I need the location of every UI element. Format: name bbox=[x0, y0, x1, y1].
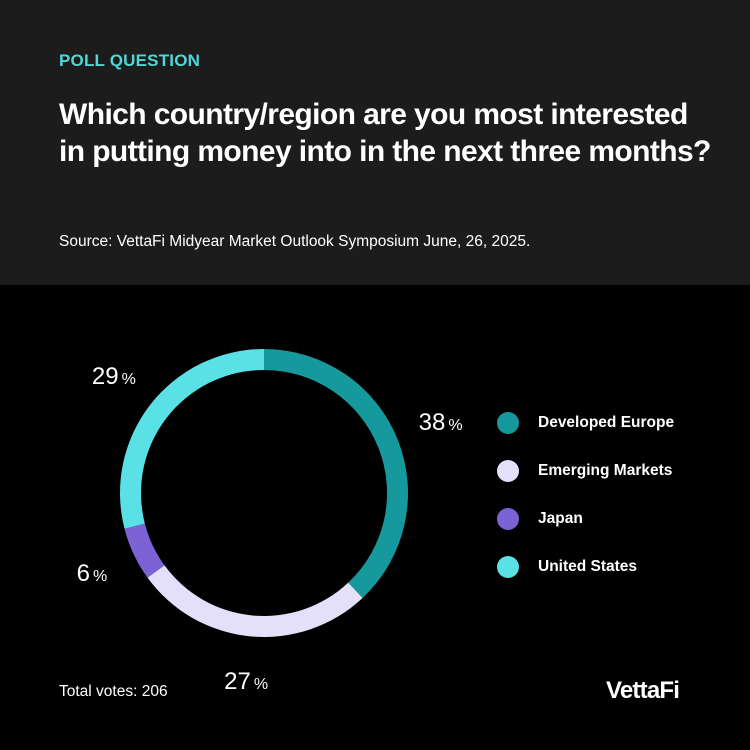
percent-value: 6 bbox=[76, 559, 90, 587]
percent-label: 27% bbox=[224, 668, 268, 696]
header-panel: POLL QUESTION Which country/region are y… bbox=[0, 0, 750, 285]
percent-label: 6% bbox=[77, 560, 108, 588]
donut-slice-emerging-markets bbox=[147, 565, 363, 637]
percent-value: 29 bbox=[91, 362, 119, 390]
legend-swatch bbox=[497, 508, 519, 530]
percent-sign: % bbox=[448, 417, 463, 435]
percent-label: 29% bbox=[92, 363, 136, 391]
legend-label: Emerging Markets bbox=[538, 462, 673, 479]
percent-label: 38% bbox=[419, 409, 463, 437]
legend-item: Developed Europe bbox=[497, 410, 727, 438]
poll-question-title: Which country/region are you most intere… bbox=[59, 98, 711, 168]
total-votes: Total votes: 206 bbox=[59, 683, 168, 700]
legend-swatch bbox=[497, 412, 519, 434]
legend-item: Emerging Markets bbox=[497, 458, 727, 486]
legend-label: Japan bbox=[538, 510, 583, 527]
donut-chart bbox=[120, 349, 409, 637]
donut-slice-united-states bbox=[120, 349, 264, 529]
legend-swatch bbox=[497, 460, 519, 482]
percent-sign: % bbox=[253, 676, 269, 694]
percent-value: 38 bbox=[418, 409, 446, 437]
percent-sign: % bbox=[92, 567, 108, 585]
donut-slice-developed-europe bbox=[264, 349, 409, 598]
vettafi-logo: VettaFi bbox=[606, 677, 680, 704]
legend-label: Developed Europe bbox=[538, 414, 675, 431]
source-note: Source: VettaFi Midyear Market Outlook S… bbox=[59, 233, 531, 250]
legend-item: United States bbox=[497, 554, 727, 582]
legend-item: Japan bbox=[497, 506, 727, 534]
legend-swatch bbox=[497, 556, 519, 578]
percent-value: 27 bbox=[224, 668, 251, 696]
donut-slice-japan bbox=[124, 523, 165, 578]
legend-label: United States bbox=[538, 558, 638, 575]
percent-sign: % bbox=[121, 370, 136, 388]
poll-question-label: POLL QUESTION bbox=[59, 51, 201, 70]
